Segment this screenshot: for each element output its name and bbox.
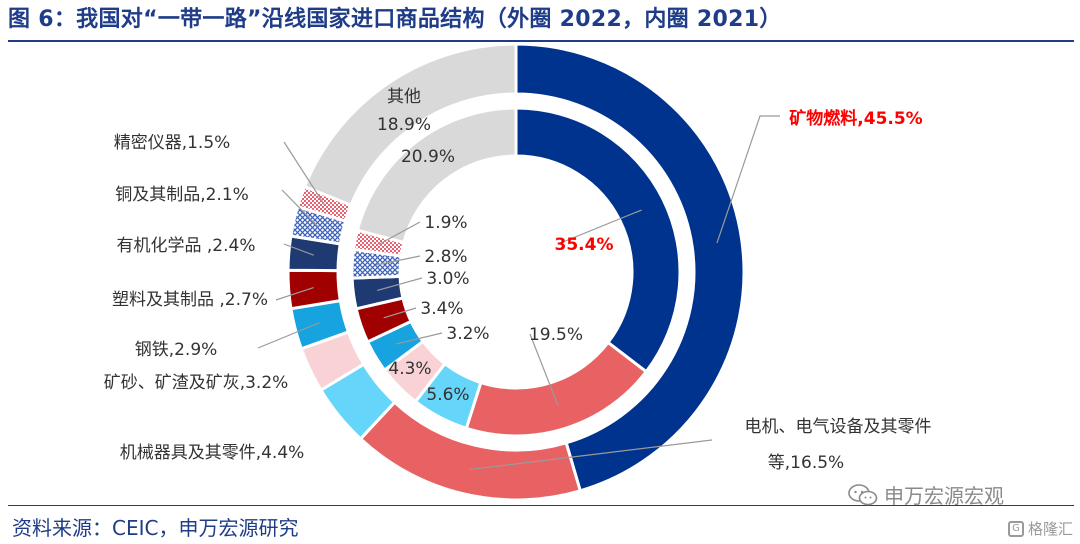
watermark-text: 申万宏源宏观: [884, 484, 1004, 508]
title-underline: [8, 40, 1074, 42]
outer-label-电机-电气设备及其零件等: 等,16.5%: [768, 453, 844, 473]
inner-label-机械器具及其零件: 5.6%: [426, 385, 469, 405]
inner-leader-钢铁: [395, 332, 443, 345]
outer-leader-塑料及其制品: [275, 287, 314, 301]
outer-leader-精密仪器: [283, 141, 325, 206]
corner-watermark-text: 格隆汇: [1028, 520, 1074, 538]
inner-label-有机化学品: 3.0%: [426, 269, 469, 289]
footer-rule: [8, 505, 1074, 506]
outer-label-铜及其制品: 铜及其制品,2.1%: [115, 185, 249, 205]
slice-2021-矿物燃料: [514, 106, 682, 374]
outer-label-塑料及其制品: 塑料及其制品 ,2.7%: [112, 290, 268, 310]
outer-leader-有机化学品: [283, 243, 314, 256]
figure-title: 图 6：我国对“一带一路”沿线国家进口商品结构（外圈 2022，内圈 2021）: [8, 7, 782, 32]
logo-icon: G: [1008, 520, 1024, 537]
outer-leader-矿物燃料: [716, 115, 780, 244]
inner-label-精密仪器: 1.9%: [424, 213, 467, 233]
inner-label-矿砂-矿渣及矿灰: 4.3%: [388, 359, 431, 379]
inner-label-铜及其制品: 2.8%: [424, 247, 467, 267]
inner-label-其他: 20.9%: [401, 147, 455, 167]
inner-leader-铜及其制品: [376, 255, 421, 266]
inner-label-钢铁: 3.2%: [446, 324, 489, 344]
outer-label-有机化学品: 有机化学品 ,2.4%: [117, 236, 256, 256]
outer-label-机械器具及其零件: 机械器具及其零件,4.4%: [120, 443, 305, 463]
outer-leader-钢铁: [257, 322, 320, 349]
outer-label-矿物燃料: 矿物燃料,45.5%: [789, 108, 922, 129]
source-note: 资料来源：CEIC，申万宏源研究: [12, 516, 299, 540]
inner-leader-精密仪器: [378, 221, 421, 245]
outer-label-other-name: 其他: [387, 87, 421, 107]
inner-label-塑料及其制品: 3.4%: [420, 299, 463, 319]
outer-label-electrical-line1: 电机、电气设备及其零件: [745, 417, 932, 437]
slice-2021-其他: [355, 106, 518, 245]
inner-leader-矿物燃料: [557, 209, 642, 245]
wechat-icon: [848, 483, 878, 505]
outer-leader-电机-电气设备及其零件等: [469, 439, 713, 471]
inner-leader-塑料及其制品: [383, 307, 417, 319]
inner-label-电机-电气设备及其零件等: 19.5%: [529, 325, 583, 345]
outer-label-精密仪器: 精密仪器,1.5%: [114, 133, 231, 153]
inner-leader-有机化学品: [377, 277, 423, 291]
inner-label-矿物燃料: 35.4%: [555, 235, 614, 255]
slice-2022-矿物燃料: [514, 42, 746, 493]
watermark: 申万宏源宏观: [848, 480, 1004, 509]
outer-label-钢铁: 钢铁,2.9%: [135, 340, 218, 360]
slice-2022-其他: [302, 42, 518, 208]
corner-watermark: G 格隆汇: [1008, 518, 1073, 539]
inner-leader-电机-电气设备及其零件等: [529, 333, 559, 406]
outer-label-其他: 18.9%: [377, 115, 431, 135]
slice-2022-塑料及其制品: [286, 268, 343, 311]
outer-label-矿砂-矿渣及矿灰: 矿砂、矿渣及矿灰,3.2%: [104, 373, 289, 393]
outer-leader-铜及其制品: [281, 189, 319, 228]
